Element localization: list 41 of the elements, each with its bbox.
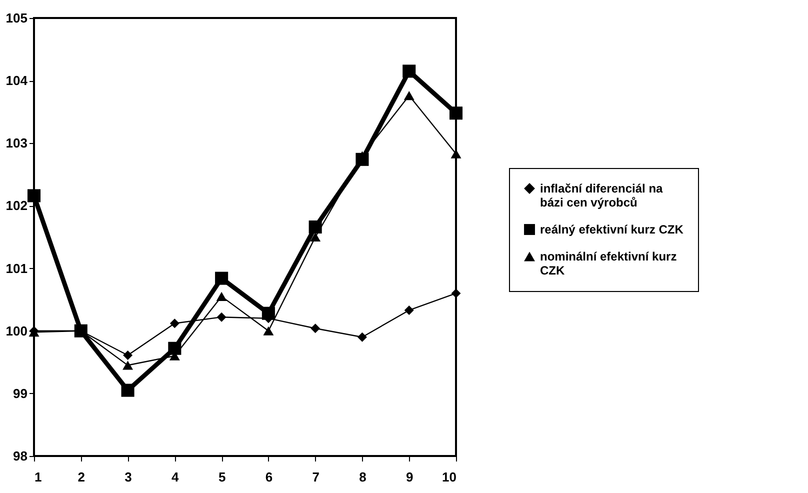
point — [263, 326, 274, 336]
x-tick-label: 5 — [218, 470, 226, 484]
point — [310, 324, 320, 334]
point — [27, 189, 41, 202]
x-tick-label: 7 — [312, 470, 320, 484]
y-tick-label: 103 — [6, 136, 28, 151]
point — [123, 350, 133, 360]
point — [121, 384, 134, 397]
point — [170, 318, 180, 328]
point — [451, 288, 461, 298]
x-tick-label: 8 — [359, 470, 366, 484]
x-tick-label: 3 — [124, 470, 132, 484]
y-tick-label: 100 — [6, 323, 28, 338]
legend-label: nominální efektivní kurz CZK — [540, 250, 677, 278]
point — [310, 232, 321, 242]
point — [216, 292, 227, 301]
point — [216, 312, 226, 322]
y-tick-label: 99 — [13, 386, 28, 401]
point — [215, 272, 228, 285]
x-tick-label: 2 — [78, 470, 86, 484]
x-tick-label: 6 — [265, 470, 273, 484]
point — [404, 91, 414, 100]
point — [357, 332, 367, 342]
point — [168, 342, 182, 355]
x-tick-label: 9 — [406, 470, 414, 484]
y-tick-label: 104 — [6, 73, 28, 88]
y-tick-label: 105 — [6, 10, 28, 26]
point — [449, 106, 463, 120]
point — [402, 64, 416, 78]
point — [122, 360, 134, 370]
legend-label: inflační diferenciál na bázi cen výrobců — [540, 182, 664, 210]
y-tick-label: 101 — [6, 260, 28, 276]
y-tick-label: 98 — [13, 448, 28, 464]
x-tick-label: 4 — [172, 470, 180, 484]
legend-label: reálný efektivní kurz CZK — [540, 222, 684, 236]
x-tick-label: 10 — [442, 470, 456, 484]
point — [262, 306, 275, 320]
point — [308, 220, 322, 234]
y-tick-label: 102 — [6, 198, 28, 214]
point — [404, 305, 414, 315]
x-tick-label: 1 — [34, 470, 42, 484]
